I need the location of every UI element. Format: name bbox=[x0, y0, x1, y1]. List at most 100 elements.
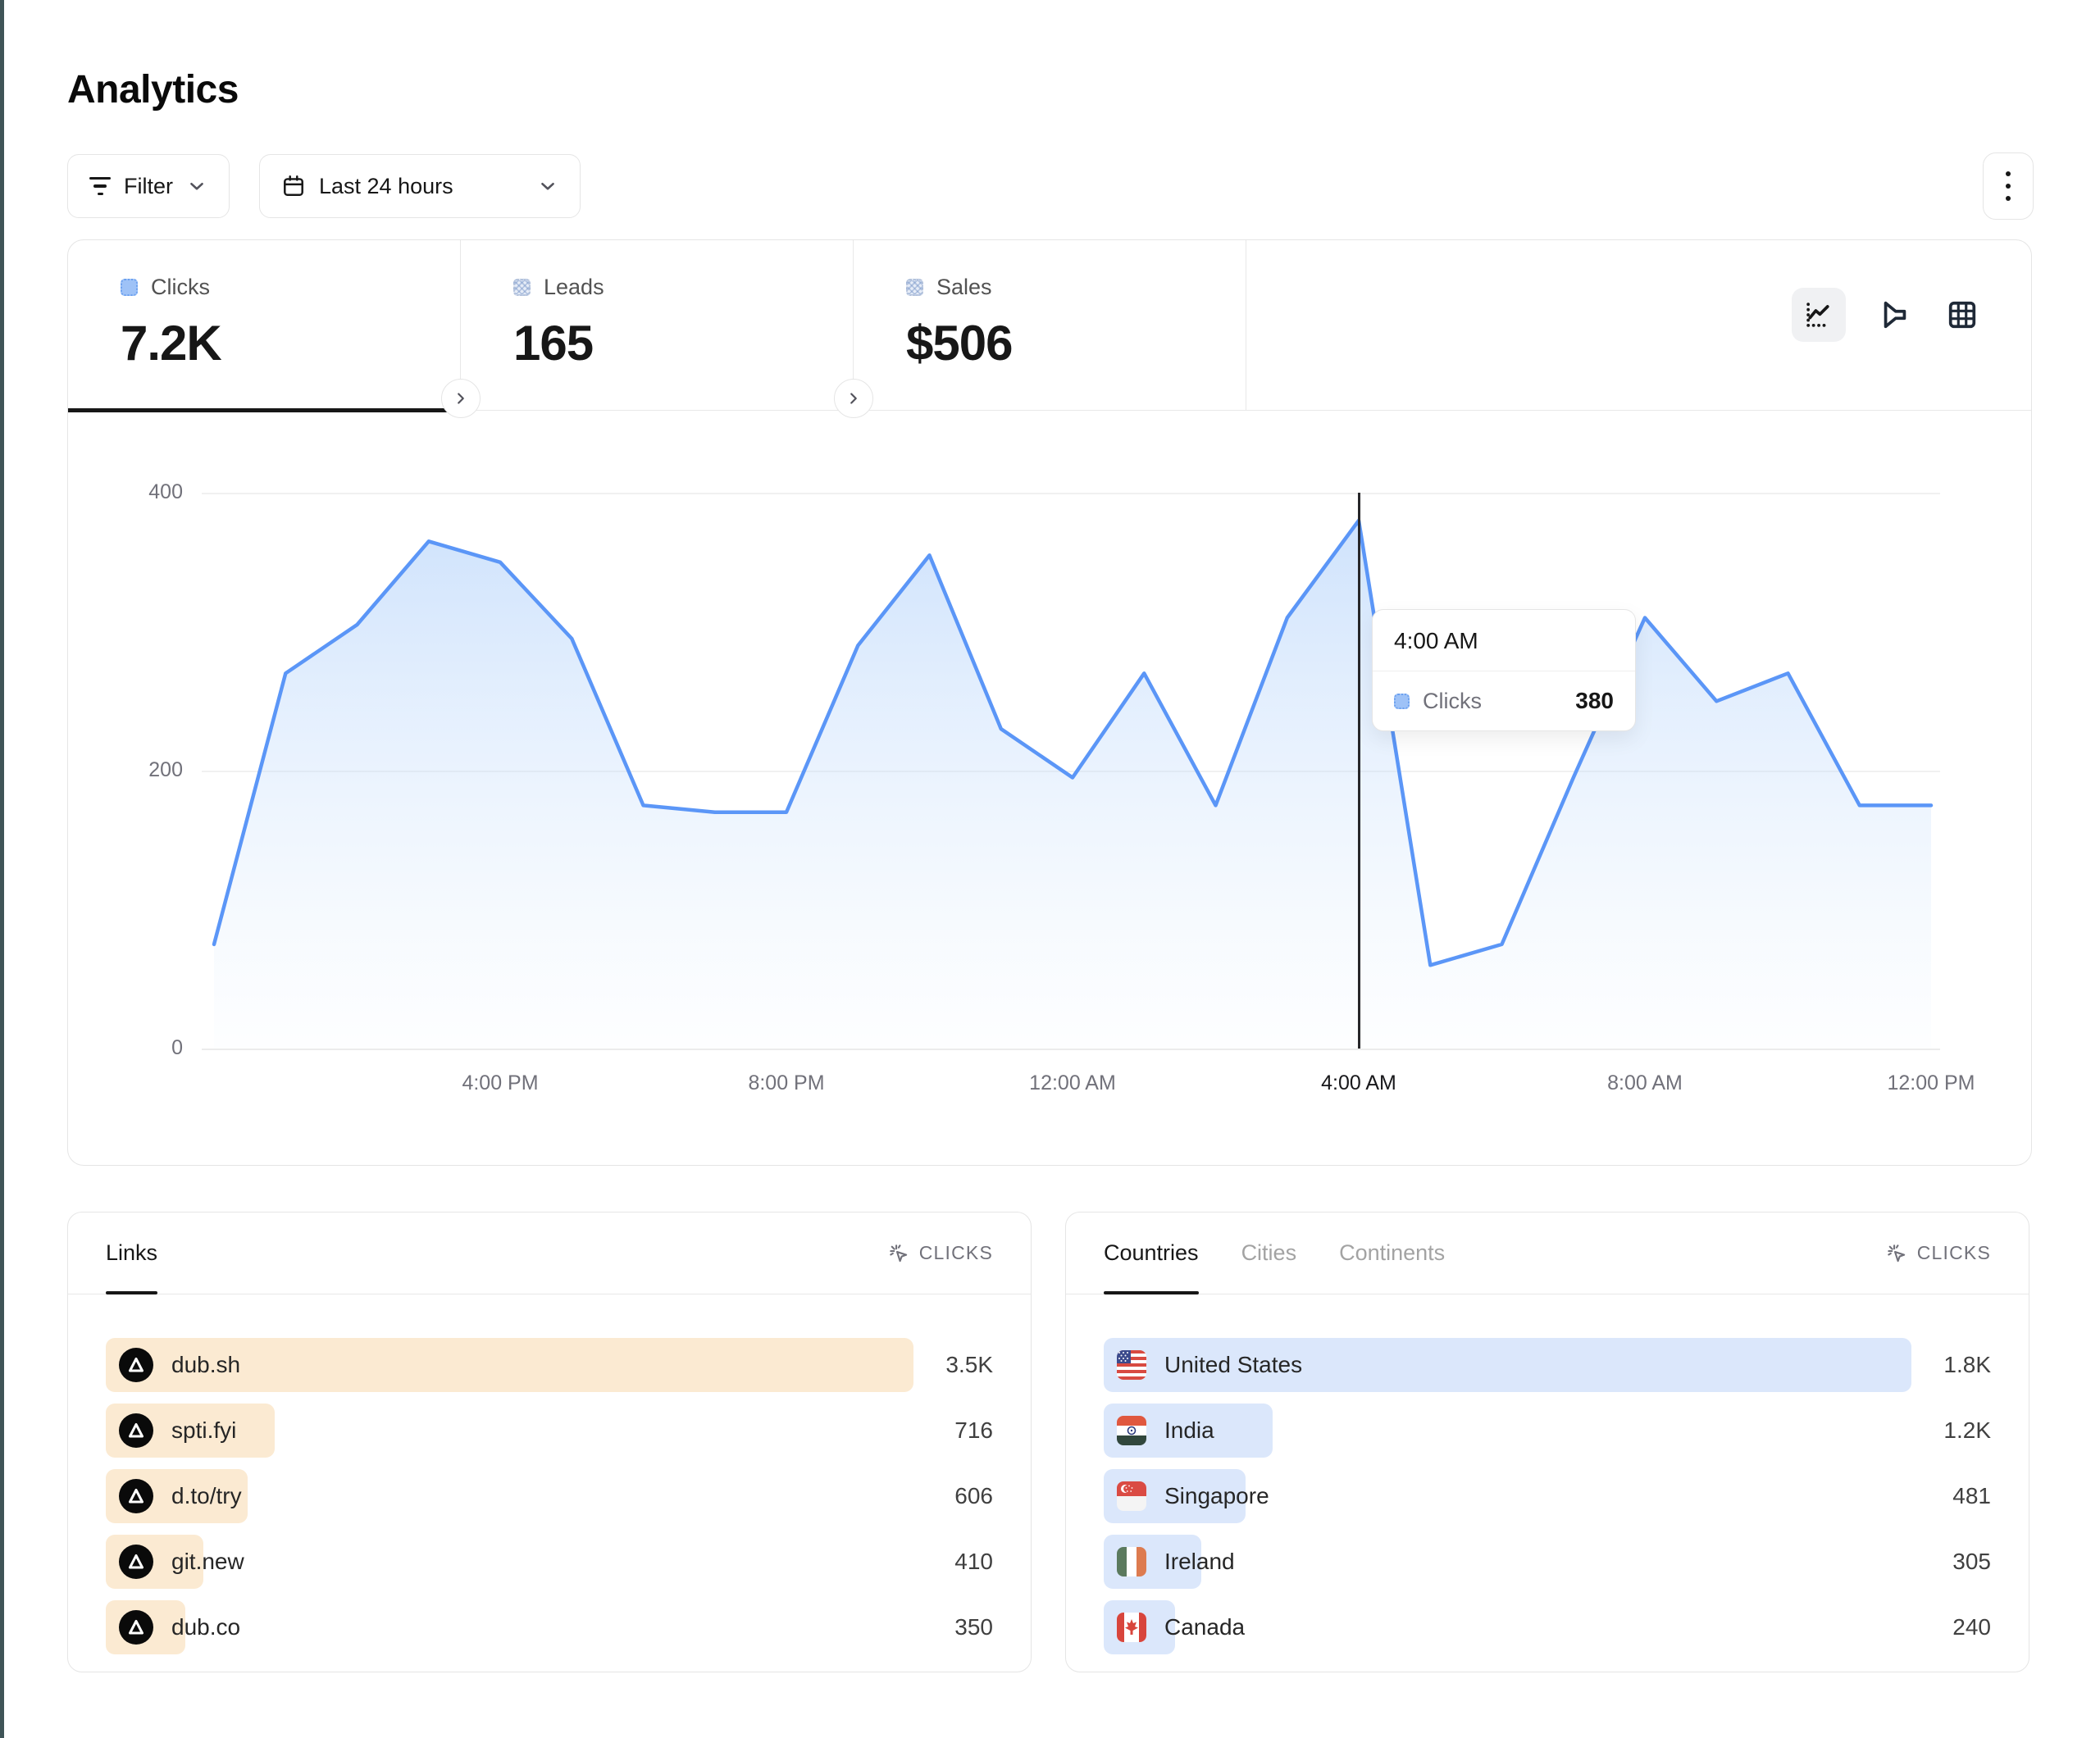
link-name: git.new bbox=[171, 1549, 244, 1574]
x-axis-tick: 12:00 AM bbox=[1029, 1071, 1116, 1094]
tooltip-series-name: Clicks bbox=[1423, 688, 1482, 713]
country-row[interactable]: Singapore 481 bbox=[1104, 1463, 1991, 1529]
link-clicks: 410 bbox=[954, 1549, 993, 1574]
country-clicks: 1.2K bbox=[1943, 1417, 1991, 1443]
date-range-button[interactable]: Last 24 hours bbox=[259, 154, 581, 218]
x-axis-tick: 8:00 PM bbox=[748, 1071, 825, 1094]
y-axis-tick: 400 bbox=[148, 480, 183, 503]
chevron-down-icon bbox=[190, 182, 203, 190]
country-name: United States bbox=[1164, 1352, 1303, 1377]
clicks-value: 7.2K bbox=[121, 316, 222, 371]
link-row[interactable]: git.new 410 bbox=[106, 1529, 993, 1595]
gridline-200 bbox=[202, 771, 1940, 772]
link-clicks: 606 bbox=[954, 1483, 993, 1508]
tab-continents[interactable]: Continents bbox=[1339, 1213, 1445, 1294]
country-row[interactable]: United States 1.8K bbox=[1104, 1332, 1991, 1398]
line-chart-view-button[interactable] bbox=[1792, 288, 1846, 342]
filter-button[interactable]: Filter bbox=[67, 154, 230, 218]
expand-clicks-leads-button[interactable] bbox=[441, 379, 481, 418]
dub-logo-icon bbox=[119, 1348, 153, 1382]
tab-links[interactable]: Links bbox=[106, 1213, 158, 1294]
chart-area-fill bbox=[214, 520, 1931, 1049]
tab-leads[interactable]: Leads 165 bbox=[461, 240, 854, 411]
y-axis-tick: 200 bbox=[148, 758, 183, 781]
singapore-flag-icon bbox=[1117, 1481, 1146, 1511]
link-row[interactable]: spti.fyi 716 bbox=[106, 1398, 993, 1463]
more-options-button[interactable] bbox=[1983, 152, 2034, 220]
x-axis-tick: 8:00 AM bbox=[1607, 1071, 1683, 1094]
chevron-down-icon bbox=[541, 182, 554, 190]
x-axis-tick: 4:00 AM bbox=[1321, 1071, 1396, 1094]
tab-sales[interactable]: Sales $506 bbox=[854, 240, 1246, 411]
country-clicks: 1.8K bbox=[1943, 1352, 1991, 1377]
leads-tab-label: Leads bbox=[544, 275, 604, 299]
chart-plot-area: 4:00 AM Clicks 380 bbox=[202, 493, 1940, 1049]
stats-tab-row: Clicks 7.2K Leads 165 Sales $506 bbox=[68, 240, 2031, 418]
cursor-click-icon bbox=[889, 1244, 907, 1263]
link-bar bbox=[106, 1338, 913, 1392]
chart-crosshair-line bbox=[1358, 493, 1360, 1049]
clicks-time-series-chart[interactable]: 400 200 0 4:00 AM bbox=[68, 411, 2033, 1165]
dub-logo-icon bbox=[119, 1479, 153, 1513]
filter-button-label: Filter bbox=[124, 173, 173, 198]
countries-rows: United States 1.8K India 1.2K Singapore … bbox=[1104, 1332, 1991, 1660]
cities-tab-label: Cities bbox=[1241, 1240, 1297, 1265]
links-rows: dub.sh 3.5K spti.fyi 716 d.to/try 606 gi… bbox=[106, 1332, 993, 1660]
tooltip-time-label: 4:00 AM bbox=[1373, 610, 1635, 671]
area-chart-svg bbox=[212, 518, 1934, 1049]
funnel-view-button[interactable] bbox=[1877, 297, 1913, 333]
link-row[interactable]: dub.sh 3.5K bbox=[106, 1332, 993, 1398]
tab-clicks[interactable]: Clicks 7.2K bbox=[68, 240, 461, 412]
tooltip-series-value: 380 bbox=[1575, 688, 1614, 713]
country-clicks: 305 bbox=[1952, 1549, 1991, 1574]
tab-cities[interactable]: Cities bbox=[1241, 1213, 1297, 1294]
expand-leads-sales-button[interactable] bbox=[834, 379, 873, 418]
links-tab-label: Links bbox=[106, 1240, 158, 1265]
tab-countries[interactable]: Countries bbox=[1104, 1213, 1199, 1294]
links-panel: Links CLICKS dub.sh 3.5K spti.fyi 716 d.… bbox=[67, 1212, 1032, 1672]
country-row[interactable]: India 1.2K bbox=[1104, 1398, 1991, 1463]
continents-tab-label: Continents bbox=[1339, 1240, 1446, 1265]
filter-icon bbox=[89, 176, 111, 196]
clicks-tab-label: Clicks bbox=[151, 275, 210, 299]
link-clicks: 350 bbox=[954, 1614, 993, 1640]
sales-value: $506 bbox=[906, 316, 1013, 371]
link-row[interactable]: d.to/try 606 bbox=[106, 1463, 993, 1529]
x-axis-tick: 4:00 PM bbox=[462, 1071, 539, 1094]
links-metric-label: CLICKS bbox=[918, 1242, 993, 1263]
locations-panel-header: Countries Cities Continents CLICKS bbox=[1066, 1213, 2029, 1294]
sales-tab-label: Sales bbox=[936, 275, 992, 299]
clicks-legend-swatch bbox=[121, 279, 138, 296]
countries-metric-selector[interactable]: CLICKS bbox=[1885, 1242, 1991, 1264]
leads-value: 165 bbox=[513, 316, 594, 371]
page-title: Analytics bbox=[67, 68, 239, 111]
links-metric-selector[interactable]: CLICKS bbox=[887, 1242, 993, 1264]
gridline-400 bbox=[202, 493, 1940, 494]
country-name: India bbox=[1164, 1417, 1214, 1443]
link-row[interactable]: dub.co 350 bbox=[106, 1595, 993, 1660]
country-row[interactable]: Ireland 305 bbox=[1104, 1529, 1991, 1595]
link-name: dub.co bbox=[171, 1614, 241, 1640]
links-panel-header: Links CLICKS bbox=[68, 1213, 1031, 1294]
country-bar bbox=[1104, 1338, 1911, 1392]
chart-line bbox=[212, 518, 1934, 967]
y-axis-tick: 0 bbox=[171, 1036, 183, 1059]
countries-tab-label: Countries bbox=[1104, 1240, 1199, 1265]
canada-flag-icon bbox=[1117, 1613, 1146, 1642]
country-name: Ireland bbox=[1164, 1549, 1235, 1574]
table-grid-icon bbox=[1948, 301, 1976, 329]
ireland-flag-icon bbox=[1117, 1547, 1146, 1576]
us-flag-icon bbox=[1117, 1350, 1146, 1380]
country-clicks: 481 bbox=[1952, 1483, 1991, 1508]
table-view-button[interactable] bbox=[1944, 297, 1980, 333]
link-name: dub.sh bbox=[171, 1352, 241, 1377]
x-axis-tick: 12:00 PM bbox=[1887, 1071, 1975, 1094]
chevron-right-icon bbox=[458, 393, 464, 404]
link-name: d.to/try bbox=[171, 1483, 242, 1508]
gridline-0 bbox=[202, 1049, 1940, 1050]
dub-logo-icon bbox=[119, 1545, 153, 1579]
clicks-legend-swatch bbox=[1394, 693, 1410, 709]
country-name: Singapore bbox=[1164, 1483, 1269, 1508]
country-row[interactable]: Canada 240 bbox=[1104, 1595, 1991, 1660]
